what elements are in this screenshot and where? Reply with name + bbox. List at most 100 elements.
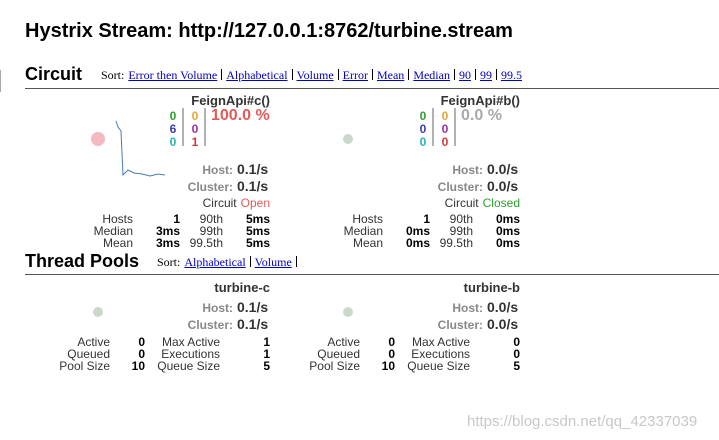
separator [474,69,476,80]
sort-link[interactable]: Volume [254,255,292,269]
host-label: Host: [202,163,233,177]
stat-value: 5ms [245,212,270,226]
host-value: 0.1/s [237,299,269,315]
stat-label: 99.5th [439,236,473,250]
sort-link[interactable]: Alphabetical [184,255,246,269]
stat-label: Queued [67,347,110,361]
count: 0 [191,122,199,136]
sort-link[interactable]: Mean [376,68,405,82]
stat-value: 1 [263,335,270,349]
stat-value: 10 [131,359,145,373]
stat-value: 1 [173,212,180,226]
page-title: Hystrix Stream: http://127.0.0.1:8762/tu… [25,20,513,42]
section-title: Thread Pools [25,251,140,271]
host-value: 0.0/s [487,161,519,177]
cluster-label: Cluster: [437,318,483,332]
stat-value: 0 [513,335,520,349]
health-circle [93,307,103,317]
separator [337,69,339,80]
separator [295,256,297,267]
watermark: https://blog.csdn.net/qq_42337039 [467,413,698,430]
stat-label: Hosts [102,212,133,226]
stat-label: 99.5th [189,236,223,250]
stat-value: 5ms [245,224,270,238]
count: 0 [169,135,177,149]
stat-value: 5ms [245,236,270,250]
sort-link[interactable]: 99 [479,68,492,82]
count: 0 [419,122,427,136]
stat-label: Max Active [411,335,470,349]
host-label: Host: [202,301,233,315]
sort-bar: Sort: Error then Volume Alphabetical Volume… [101,69,522,81]
stat-label: 90th [449,212,473,226]
stat-label: Median [343,224,383,238]
stat-value: 0 [388,347,395,361]
stat-value: 3ms [155,236,180,250]
count: 0 [419,135,427,149]
sort-link[interactable]: Error [342,68,368,82]
count: 0 [441,135,449,149]
divider [25,88,719,89]
sort-label: Sort: [101,68,125,82]
divider [25,274,719,275]
count: 6 [169,122,177,136]
sparkline [115,120,166,177]
host-label: Host: [452,301,483,315]
stat-value: 5 [513,359,520,373]
stat-value: 0 [138,335,145,349]
host-value: 0.0/s [487,299,519,315]
count: 0 [441,122,449,136]
stat-value: 0ms [495,212,520,226]
stat-label: Pool Size [59,359,110,373]
health-circle [343,134,353,144]
stat-value: 10 [381,359,395,373]
stat-value: 0ms [495,236,520,250]
stat-label: 99th [449,224,473,238]
separator [453,69,455,80]
sort-link[interactable]: 90 [458,68,471,82]
stat-value: 0ms [405,224,430,238]
sort-link[interactable]: Error then Volume [128,68,218,82]
count: 0 [441,109,449,123]
stat-label: Median [93,224,133,238]
error-rate: 100.0 % [211,107,270,124]
stat-value: 5 [263,359,270,373]
cluster-label: Cluster: [187,318,233,332]
stat-label: Queued [317,347,360,361]
health-circle [91,132,105,146]
separator [371,69,373,80]
stat-value: 0 [388,335,395,349]
sort-link[interactable]: Volume [296,68,334,82]
stat-label: 99th [199,224,223,238]
stat-value: 1 [423,212,430,226]
error-rate: 0.0 % [461,107,502,124]
cluster-value: 0.0/s [487,178,519,194]
sort-bar: Sort: Alphabetical Volume [157,256,301,268]
circuit-label: Circuit [202,196,237,210]
sort-link[interactable]: 99.5 [500,68,522,82]
stat-value: 0ms [495,224,520,238]
stat-label: Queue Size [157,359,220,373]
circuit-status: Open [240,196,270,210]
sort-link[interactable]: Median [413,68,450,82]
host-value: 0.1/s [237,161,269,177]
count: 0 [169,109,177,123]
stat-label: Executions [411,347,470,361]
stat-label: 90th [199,212,223,226]
stat-label: Mean [352,236,383,250]
stat-label: Executions [161,347,220,361]
cluster-value: 0.1/s [237,178,269,194]
pool-name: turbine-b [463,280,520,295]
stat-label: Queue Size [407,359,470,373]
stat-label: Pool Size [309,359,360,373]
stat-value: 3ms [155,224,180,238]
stat-label: Max Active [161,335,220,349]
circuit-name: FeignApi#c() [191,93,270,108]
sort-link[interactable]: Alphabetical [226,68,288,82]
count: 1 [191,135,199,149]
stat-label: Hosts [352,212,383,226]
circuit-state: Circuit Open [203,197,270,209]
count: 0 [419,109,427,123]
section-title: Circuit [25,64,83,84]
